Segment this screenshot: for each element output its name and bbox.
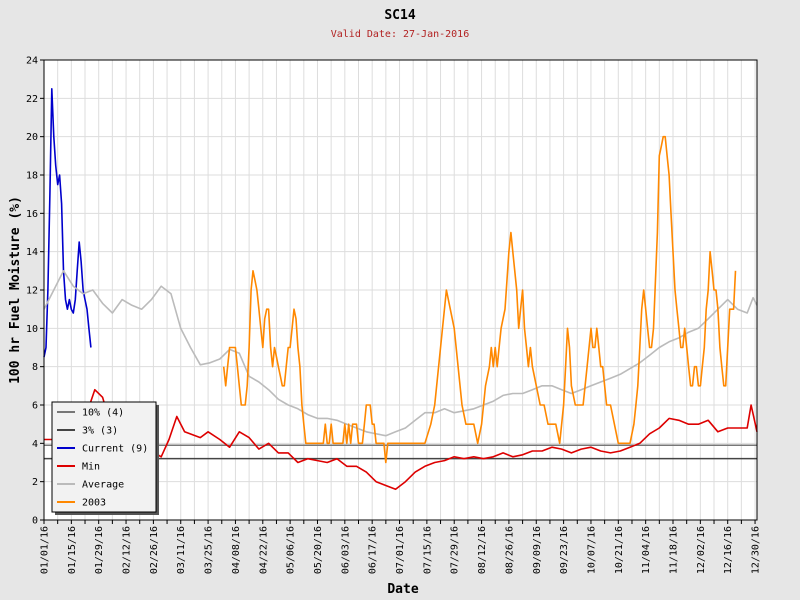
y-axis-label: 100 hr Fuel Moisture (%) bbox=[8, 196, 23, 384]
x-tick-label: 01/01/16 bbox=[40, 526, 51, 574]
x-tick-label: 02/26/16 bbox=[149, 526, 160, 574]
x-tick-label: 04/08/16 bbox=[231, 526, 242, 574]
legend-label-2: Current (9) bbox=[82, 444, 148, 455]
x-tick-label: 08/12/16 bbox=[477, 526, 488, 574]
x-tick-label: 07/01/16 bbox=[395, 526, 406, 574]
x-tick-label: 12/02/16 bbox=[696, 526, 707, 574]
chart-subtitle: Valid Date: 27-Jan-2016 bbox=[331, 29, 469, 40]
x-axis-ticks: 01/01/16 01/15/16 01/29/16 02/12/16 02/26/16… bbox=[40, 520, 762, 574]
x-tick-label: 10/07/16 bbox=[586, 526, 597, 574]
x-tick-label: 07/15/16 bbox=[422, 526, 433, 574]
x-tick-label: 06/17/16 bbox=[368, 526, 379, 574]
y-tick-label: 0 bbox=[32, 516, 38, 527]
x-tick-label: 05/20/16 bbox=[313, 526, 324, 574]
series-line-2 bbox=[43, 88, 92, 358]
y-tick-label: 24 bbox=[26, 56, 38, 67]
y-tick-label: 20 bbox=[26, 132, 38, 143]
x-tick-label: 01/29/16 bbox=[94, 526, 105, 574]
x-tick-label: 12/30/16 bbox=[751, 526, 762, 574]
x-tick-label: 09/09/16 bbox=[532, 526, 543, 574]
series-line-5 bbox=[222, 135, 737, 464]
x-tick-label: 06/03/16 bbox=[340, 526, 351, 574]
y-tick-label: 8 bbox=[32, 362, 38, 373]
legend-label-5: 2003 bbox=[82, 498, 106, 509]
x-tick-label: 03/25/16 bbox=[204, 526, 215, 574]
x-tick-label: 08/26/16 bbox=[504, 526, 515, 574]
series-layer bbox=[43, 88, 758, 491]
y-tick-label: 10 bbox=[26, 324, 38, 335]
x-tick-label: 03/11/16 bbox=[176, 526, 187, 574]
x-tick-label: 01/15/16 bbox=[67, 526, 78, 574]
y-tick-label: 12 bbox=[26, 286, 38, 297]
y-tick-label: 4 bbox=[32, 439, 38, 450]
y-tick-label: 2 bbox=[32, 477, 38, 488]
x-tick-label: 05/06/16 bbox=[286, 526, 297, 574]
x-tick-label: 11/18/16 bbox=[669, 526, 680, 574]
x-tick-label: 09/23/16 bbox=[559, 526, 570, 574]
x-tick-label: 10/21/16 bbox=[614, 526, 625, 574]
y-tick-label: 22 bbox=[26, 94, 38, 105]
x-tick-label: 07/29/16 bbox=[450, 526, 461, 574]
y-tick-label: 16 bbox=[26, 209, 38, 220]
y-tick-label: 6 bbox=[32, 401, 38, 412]
x-tick-label: 11/04/16 bbox=[641, 526, 652, 574]
legend-label-1: 3% (3) bbox=[82, 426, 118, 437]
y-tick-label: 18 bbox=[26, 171, 38, 182]
chart-title: SC14 bbox=[384, 8, 415, 23]
legend-box bbox=[51, 401, 157, 513]
y-tick-label: 14 bbox=[26, 247, 38, 258]
legend-label-3: Min bbox=[82, 462, 100, 473]
legend-label-0: 10% (4) bbox=[82, 408, 124, 419]
legend-label-4: Average bbox=[82, 480, 124, 491]
x-axis-label: Date bbox=[387, 582, 418, 597]
reference-lines bbox=[44, 444, 757, 460]
legend: 10% (4) 3% (3) Current (9) Min Average 2003 bbox=[51, 401, 159, 515]
series-line-3 bbox=[44, 388, 758, 491]
series-line-4 bbox=[43, 269, 758, 437]
x-tick-label: 02/12/16 bbox=[122, 526, 133, 574]
x-tick-label: 04/22/16 bbox=[258, 526, 269, 574]
x-tick-label: 12/16/16 bbox=[723, 526, 734, 574]
